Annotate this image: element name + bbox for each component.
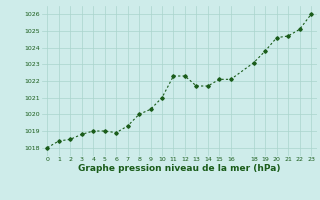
X-axis label: Graphe pression niveau de la mer (hPa): Graphe pression niveau de la mer (hPa) — [78, 164, 280, 173]
